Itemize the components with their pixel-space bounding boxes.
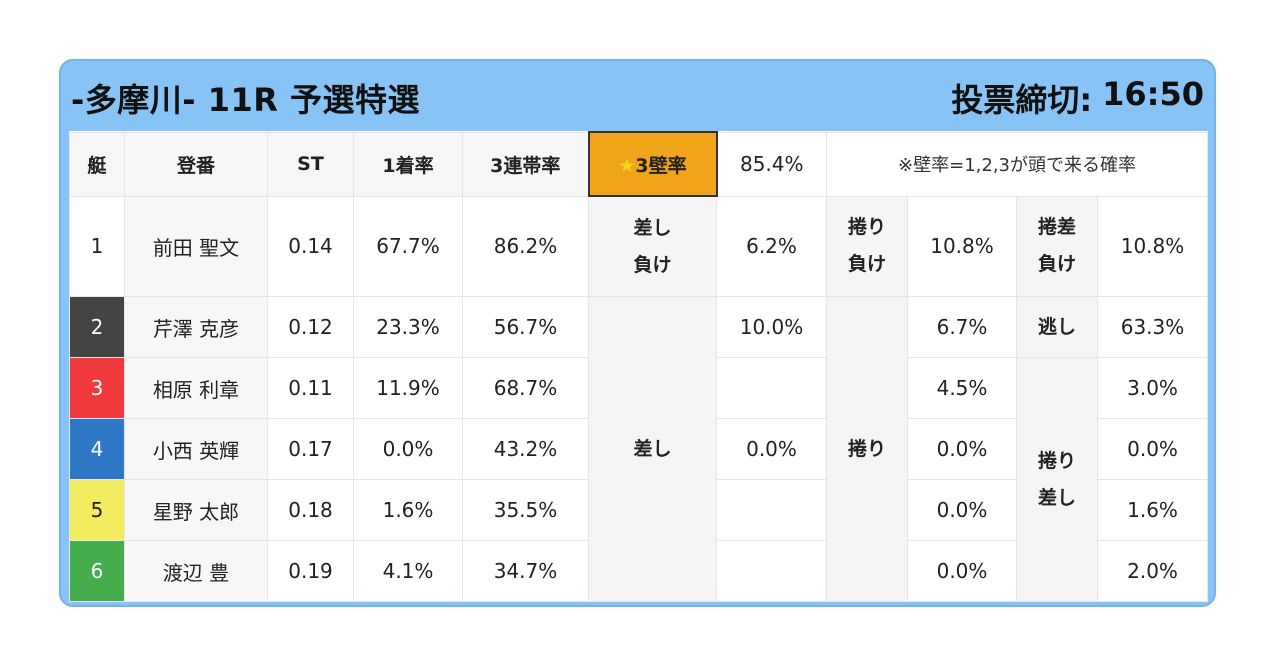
nige-label: 逃し — [1016, 296, 1098, 358]
top3-rate-value: 86.2% — [462, 195, 589, 297]
makuri-value: 4.5% — [907, 357, 1017, 419]
col-name: 登番 — [124, 131, 268, 197]
boat-number: 5 — [69, 479, 125, 541]
boat-number: 2 — [69, 296, 125, 358]
sashi-value: 0.0% — [716, 418, 827, 480]
kabe-note: ※壁率=1,2,3が頭で来る確率 — [825, 131, 1209, 197]
first-rate-value: 11.9% — [353, 357, 463, 419]
racer-name: 前田 聖文 — [124, 195, 268, 297]
makurisashi-value: 3.0% — [1096, 357, 1209, 419]
boat-number: 1 — [69, 195, 125, 297]
st-value: 0.12 — [267, 296, 354, 358]
col-boat: 艇 — [69, 131, 125, 197]
top3-rate-value: 56.7% — [462, 296, 589, 358]
top3-rate-value: 68.7% — [462, 357, 589, 419]
racer-name: 相原 利章 — [124, 357, 268, 419]
col-st: ST — [267, 131, 354, 197]
kabe-rate-badge: ★3壁率 — [587, 131, 718, 197]
boat-number: 3 — [69, 357, 125, 419]
top3-rate-value: 43.2% — [462, 418, 589, 480]
makurisashi-value: 2.0% — [1096, 540, 1209, 602]
makuri-value: 0.0% — [907, 540, 1017, 602]
boat-number: 6 — [69, 540, 125, 602]
table-row: 4 小西 英輝 0.17 0.0% 43.2% 0.0% 0.0% 0.0% — [69, 418, 1209, 480]
makurisashi-label: 捲り 差し — [1016, 357, 1098, 602]
star-icon: ★ — [618, 154, 636, 177]
makurimake-label: 捲り 負け — [826, 195, 908, 297]
sashimake-label: 差し 負け — [588, 195, 717, 297]
sashi-value — [716, 540, 827, 602]
st-value: 0.11 — [267, 357, 354, 419]
table-row: 3 相原 利章 0.11 11.9% 68.7% 4.5% 捲り 差し 3.0% — [69, 357, 1209, 602]
first-rate-value: 23.3% — [353, 296, 463, 358]
table-row: 1 前田 聖文 0.14 67.7% 86.2% 差し 負け 6.2% 捲り 負け … — [69, 195, 1209, 297]
deadline-time: 16:50 — [1102, 75, 1204, 113]
sashi-label: 差し — [588, 296, 717, 602]
racer-name: 芹澤 克彦 — [124, 296, 268, 358]
makuri-value: 0.0% — [907, 418, 1017, 480]
race-title: -多摩川- 11R 予選特選 — [71, 81, 421, 119]
kabe-rate-value: 85.4% — [716, 131, 827, 197]
kabe-rate-label: 3壁率 — [635, 154, 687, 177]
st-value: 0.19 — [267, 540, 354, 602]
first-rate-value: 4.1% — [353, 540, 463, 602]
racer-name: 小西 英輝 — [124, 418, 268, 480]
deadline: 投票締切: 16:50 — [951, 75, 1204, 121]
deadline-label: 投票締切: — [951, 81, 1093, 119]
stats-table: 艇 登番 ST 1着率 3連帯率 ★3壁率 85.4% ※壁率=1,2,3が頭で… — [69, 131, 1209, 602]
makurisashi-value: 1.6% — [1096, 479, 1209, 541]
makurimake-value: 10.8% — [907, 195, 1017, 297]
sashi-value — [716, 357, 827, 419]
col-top3-rate: 3連帯率 — [462, 131, 589, 197]
makuri-label: 捲り — [826, 296, 908, 602]
makuri-value: 0.0% — [907, 479, 1017, 541]
table-row: 5 星野 太郎 0.18 1.6% 35.5% 0.0% 1.6% — [69, 479, 1209, 541]
first-rate-value: 67.7% — [353, 195, 463, 297]
makurisashi-value: 0.0% — [1096, 418, 1209, 480]
col-first-rate: 1着率 — [353, 131, 463, 197]
racer-name: 星野 太郎 — [124, 479, 268, 541]
sashi-value — [716, 479, 827, 541]
table-row: 6 渡辺 豊 0.19 4.1% 34.7% 0.0% 2.0% — [69, 540, 1209, 602]
makurisashimake-label: 捲差 負け — [1016, 195, 1098, 297]
sashimake-value: 6.2% — [716, 195, 827, 297]
first-rate-value: 1.6% — [353, 479, 463, 541]
boat-number: 4 — [69, 418, 125, 480]
nige-value: 63.3% — [1096, 296, 1209, 358]
racer-name: 渡辺 豊 — [124, 540, 268, 602]
sashi-value: 10.0% — [716, 296, 827, 358]
st-value: 0.17 — [267, 418, 354, 480]
header-row: 艇 登番 ST 1着率 3連帯率 ★3壁率 85.4% ※壁率=1,2,3が頭で… — [69, 131, 1209, 197]
st-value: 0.18 — [267, 479, 354, 541]
makurisashimake-value: 10.8% — [1096, 195, 1209, 297]
first-rate-value: 0.0% — [353, 418, 463, 480]
makuri-value: 6.7% — [907, 296, 1017, 358]
top3-rate-value: 34.7% — [462, 540, 589, 602]
race-card: -多摩川- 11R 予選特選 投票締切: 16:50 艇 登番 ST 1着率 3… — [59, 59, 1216, 607]
st-value: 0.14 — [267, 195, 354, 297]
top3-rate-value: 35.5% — [462, 479, 589, 541]
table-row: 2 芹澤 克彦 0.12 23.3% 56.7% 差し 10.0% 捲り 6.7… — [69, 296, 1209, 602]
